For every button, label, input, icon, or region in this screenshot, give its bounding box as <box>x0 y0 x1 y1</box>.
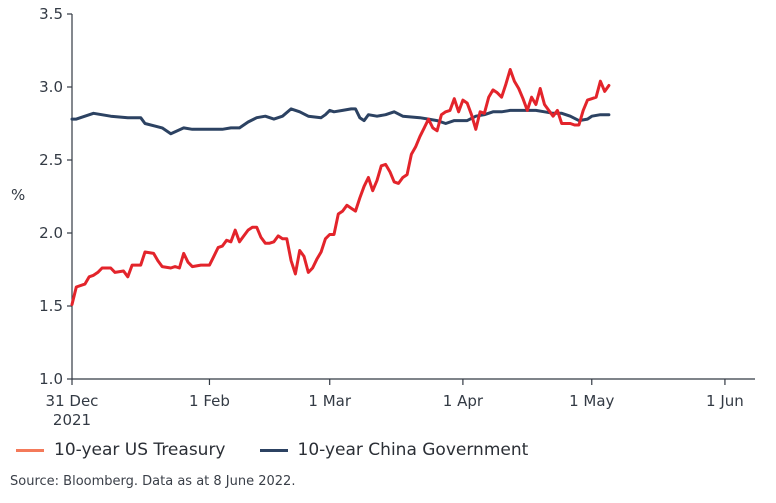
x-tick-label: 1 Feb <box>189 392 230 410</box>
x-tick-label-line: 1 Apr <box>443 392 484 410</box>
y-tick-label: 3.0 <box>39 78 63 96</box>
chart-legend: 10-year US Treasury 10-year China Govern… <box>16 437 562 463</box>
x-tick-label-line: 2021 <box>53 411 91 429</box>
x-tick-label: 1 May <box>569 392 614 410</box>
x-tick-label-line: 31 Dec <box>46 392 99 410</box>
legend-item-us-treasury: 10-year US Treasury <box>16 440 226 460</box>
series-line-china-government <box>70 107 611 136</box>
legend-item-china-government: 10-year China Government <box>259 440 529 460</box>
x-tick-label-line: 1 May <box>569 392 614 410</box>
y-axis-label: % <box>11 186 25 204</box>
legend-swatch-china-government <box>259 448 288 452</box>
x-tick-label-line: 1 Feb <box>189 392 230 410</box>
x-tick-label: 1 Jun <box>706 392 744 410</box>
line-chart: 1.0 1.5 2.0 2.5 3.0 3.5 31 Dec 2021 1 Feb 1 Mar 1 … <box>11 5 755 429</box>
x-tick-label: 31 Dec 2021 <box>46 392 99 429</box>
x-tick-label-line: 1 Jun <box>706 392 744 410</box>
source-note: Source: Bloomberg. Data as at 8 June 202… <box>10 474 296 489</box>
y-tick-label: 2.5 <box>39 151 63 169</box>
x-tick-label: 1 Mar <box>308 392 351 410</box>
x-tick-label: 1 Apr <box>443 392 484 410</box>
chart-series <box>70 68 611 306</box>
y-tick-label: 3.5 <box>39 5 63 23</box>
legend-label-us-treasury: 10-year US Treasury <box>54 440 226 460</box>
series-line-us-treasury <box>70 68 611 306</box>
legend-swatch-us-treasury <box>16 448 44 452</box>
x-tick-label-line: 1 Mar <box>308 392 351 410</box>
y-tick-label: 1.0 <box>39 370 63 388</box>
y-tick-label: 2.0 <box>39 224 63 242</box>
chart-axes: 1.0 1.5 2.0 2.5 3.0 3.5 31 Dec 2021 1 Feb 1 Mar 1 … <box>39 5 755 429</box>
y-tick-label: 1.5 <box>39 297 63 315</box>
legend-label-china-government: 10-year China Government <box>297 440 529 460</box>
